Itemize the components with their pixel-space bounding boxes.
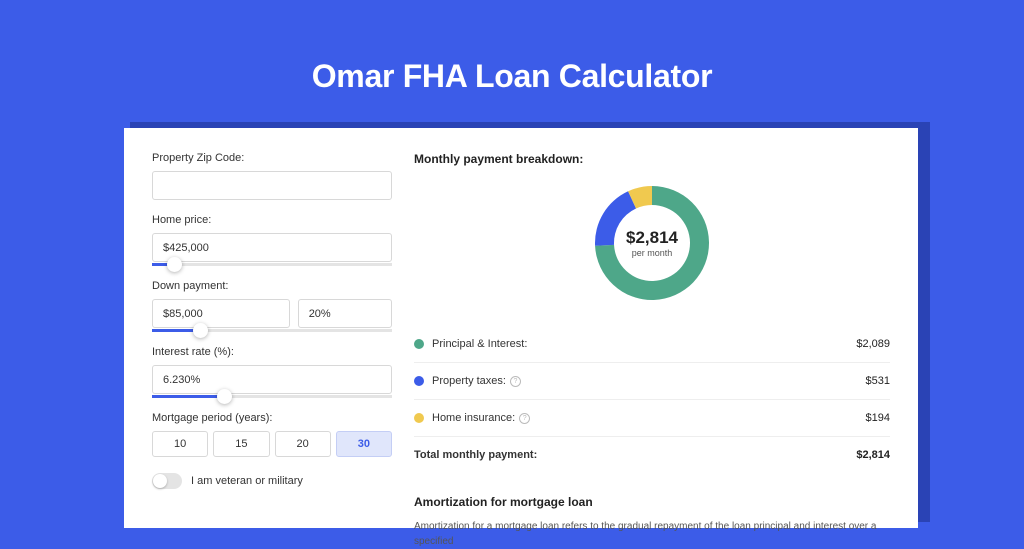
donut-sub: per month (632, 248, 673, 258)
legend-value: $2,089 (856, 338, 890, 350)
period-label: Mortgage period (years): (152, 412, 392, 424)
period-option-15[interactable]: 15 (213, 431, 269, 457)
zip-field: Property Zip Code: (152, 152, 392, 200)
slider-thumb[interactable] (193, 323, 208, 338)
down-payment-amount-input[interactable] (152, 299, 290, 328)
donut-chart-wrap: $2,814 per month (414, 178, 890, 308)
legend-label: Property taxes: ? (432, 375, 866, 387)
legend-item: Home insurance: ?$194 (414, 400, 890, 437)
period-option-20[interactable]: 20 (275, 431, 331, 457)
down-payment-slider[interactable] (152, 329, 392, 332)
form-column: Property Zip Code: Home price: Down paym… (152, 152, 392, 504)
legend-total: Total monthly payment:$2,814 (414, 437, 890, 473)
slider-thumb[interactable] (217, 389, 232, 404)
amortization-title: Amortization for mortgage loan (414, 495, 890, 509)
info-icon[interactable]: ? (510, 376, 521, 387)
home-price-slider[interactable] (152, 263, 392, 266)
down-payment-percent-input[interactable] (298, 299, 392, 328)
breakdown-title: Monthly payment breakdown: (414, 152, 890, 166)
slider-fill (152, 395, 224, 398)
down-payment-field: Down payment: (152, 280, 392, 332)
donut-center: $2,814 per month (587, 178, 717, 308)
breakdown-column: Monthly payment breakdown: $2,814 per mo… (414, 152, 890, 504)
veteran-toggle-row: I am veteran or military (152, 473, 392, 489)
veteran-toggle[interactable] (152, 473, 182, 489)
veteran-label: I am veteran or military (191, 475, 303, 487)
zip-label: Property Zip Code: (152, 152, 392, 164)
interest-input[interactable] (152, 365, 392, 394)
legend-total-value: $2,814 (856, 449, 890, 461)
legend-item: Principal & Interest:$2,089 (414, 326, 890, 363)
down-payment-label: Down payment: (152, 280, 392, 292)
home-price-label: Home price: (152, 214, 392, 226)
slider-thumb[interactable] (167, 257, 182, 272)
legend-value: $531 (866, 375, 890, 387)
legend-dot (414, 376, 424, 386)
interest-slider[interactable] (152, 395, 392, 398)
legend-label: Principal & Interest: (432, 338, 856, 350)
interest-label: Interest rate (%): (152, 346, 392, 358)
home-price-field: Home price: (152, 214, 392, 266)
page-root: Omar FHA Loan Calculator Property Zip Co… (0, 0, 1024, 512)
donut-chart: $2,814 per month (587, 178, 717, 308)
donut-value: $2,814 (626, 228, 678, 248)
period-options: 10152030 (152, 431, 392, 457)
legend-dot (414, 339, 424, 349)
info-icon[interactable]: ? (519, 413, 530, 424)
legend-label: Home insurance: ? (432, 412, 866, 424)
legend: Principal & Interest:$2,089Property taxe… (414, 326, 890, 473)
interest-field: Interest rate (%): (152, 346, 392, 398)
page-title: Omar FHA Loan Calculator (0, 0, 1024, 95)
legend-value: $194 (866, 412, 890, 424)
legend-dot (414, 413, 424, 423)
legend-total-label: Total monthly payment: (414, 449, 856, 461)
amortization-text: Amortization for a mortgage loan refers … (414, 519, 890, 549)
calculator-card: Property Zip Code: Home price: Down paym… (124, 128, 918, 528)
zip-input[interactable] (152, 171, 392, 200)
home-price-input[interactable] (152, 233, 392, 262)
legend-item: Property taxes: ?$531 (414, 363, 890, 400)
toggle-knob (153, 474, 167, 488)
period-option-10[interactable]: 10 (152, 431, 208, 457)
period-field: Mortgage period (years): 10152030 (152, 412, 392, 457)
period-option-30[interactable]: 30 (336, 431, 392, 457)
